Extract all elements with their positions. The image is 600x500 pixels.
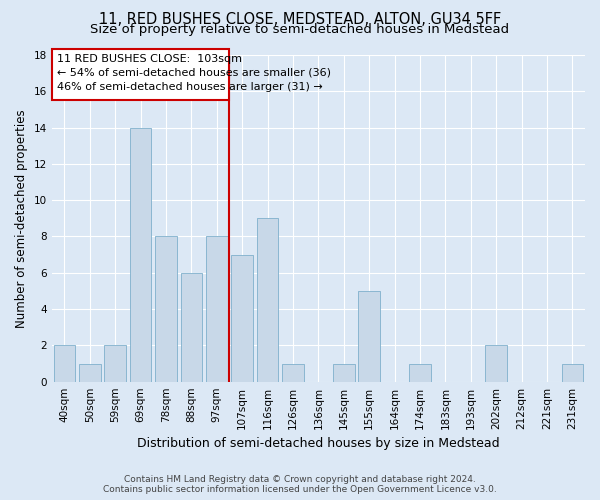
Bar xyxy=(409,364,431,382)
Bar xyxy=(181,273,202,382)
Bar xyxy=(232,254,253,382)
Bar xyxy=(358,291,380,382)
Bar xyxy=(206,236,227,382)
Bar xyxy=(130,128,151,382)
Bar xyxy=(104,346,126,382)
Text: 46% of semi-detached houses are larger (31) →: 46% of semi-detached houses are larger (… xyxy=(57,82,322,92)
Bar xyxy=(485,346,507,382)
Bar xyxy=(282,364,304,382)
Text: 11 RED BUSHES CLOSE:  103sqm: 11 RED BUSHES CLOSE: 103sqm xyxy=(57,54,242,64)
FancyBboxPatch shape xyxy=(52,48,229,100)
Bar xyxy=(53,346,75,382)
Text: 11, RED BUSHES CLOSE, MEDSTEAD, ALTON, GU34 5FF: 11, RED BUSHES CLOSE, MEDSTEAD, ALTON, G… xyxy=(99,12,501,28)
Y-axis label: Number of semi-detached properties: Number of semi-detached properties xyxy=(15,109,28,328)
Text: ← 54% of semi-detached houses are smaller (36): ← 54% of semi-detached houses are smalle… xyxy=(57,68,331,78)
Bar xyxy=(257,218,278,382)
Bar xyxy=(333,364,355,382)
Bar xyxy=(562,364,583,382)
Bar xyxy=(155,236,177,382)
Bar xyxy=(79,364,101,382)
X-axis label: Distribution of semi-detached houses by size in Medstead: Distribution of semi-detached houses by … xyxy=(137,437,500,450)
Text: Size of property relative to semi-detached houses in Medstead: Size of property relative to semi-detach… xyxy=(91,22,509,36)
Text: Contains HM Land Registry data © Crown copyright and database right 2024.
Contai: Contains HM Land Registry data © Crown c… xyxy=(103,474,497,494)
